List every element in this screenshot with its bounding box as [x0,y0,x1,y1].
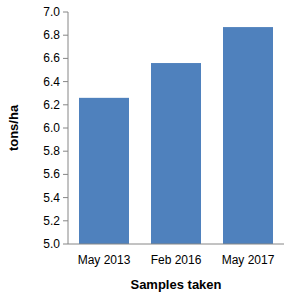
y-tick-label: 6.4 [43,75,60,89]
y-tick-label: 6.8 [43,28,60,42]
y-tick-label: 7.0 [43,5,60,19]
y-tick-label: 5.0 [43,237,60,251]
chart-svg: 5.0 5.2 5.4 5.6 5.8 6.0 6.2 6.4 6.6 6.8 7.0 May 201… [0,0,287,300]
y-tick-label: 6.0 [43,121,60,135]
x-axis [68,244,284,245]
bar [79,98,129,244]
y-tick-label: 5.6 [43,167,60,181]
x-tick-label: Feb 2016 [151,253,202,267]
y-tick [63,58,68,59]
y-tick-label: 6.6 [43,51,60,65]
bar [151,63,201,244]
y-tick [63,128,68,129]
y-tick [63,12,68,13]
y-tick [63,197,68,198]
x-tick-label: May 2013 [78,253,131,267]
bar [223,27,273,244]
y-axis-label: tons/ha [6,104,21,151]
y-tick-label: 6.2 [43,98,60,112]
y-tick-label: 5.2 [43,214,60,228]
y-tick [63,35,68,36]
y-tick [63,104,68,105]
y-tick [63,174,68,175]
y-tick-label: 5.4 [43,191,60,205]
bars [79,27,273,244]
x-axis-label: Samples taken [130,277,221,292]
y-tick [63,81,68,82]
x-tick-label: May 2017 [222,253,275,267]
y-tick [63,151,68,152]
y-tick-label: 5.8 [43,144,60,158]
y-axis [68,12,69,244]
y-tick [63,244,68,245]
y-tick [63,220,68,221]
chart-container: 5.0 5.2 5.4 5.6 5.8 6.0 6.2 6.4 6.6 6.8 7.0 May 201… [0,0,287,300]
